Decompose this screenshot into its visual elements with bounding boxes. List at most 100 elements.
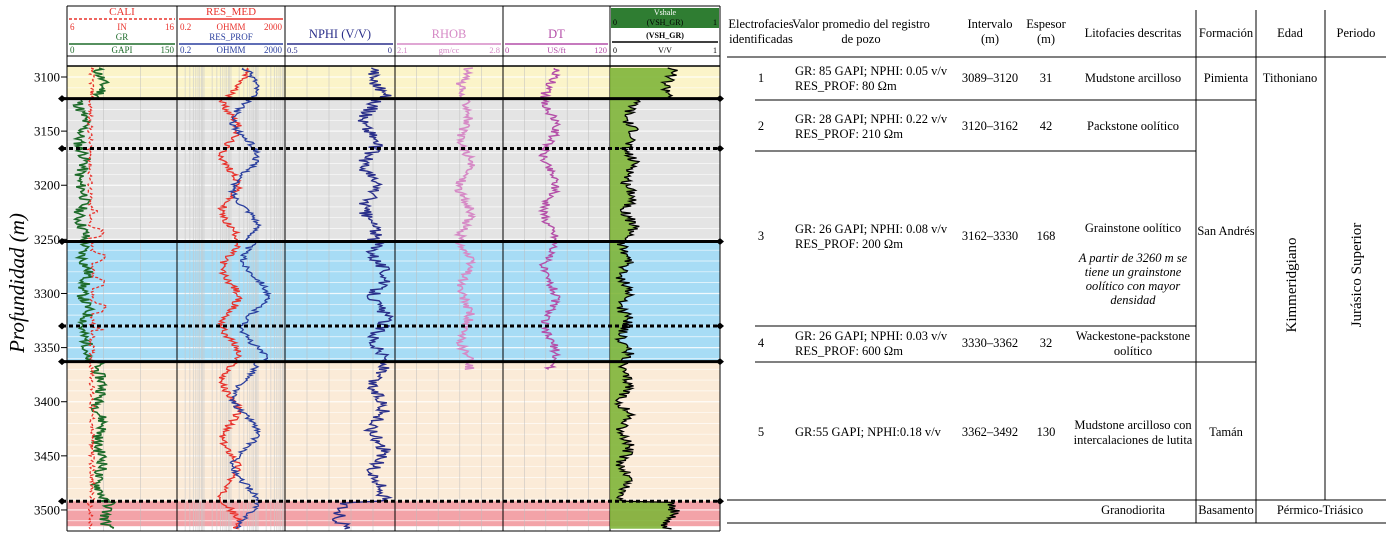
table-row: 5 GR:55 GAPI; NPHI:0.18 v/v 3362–3492 130 Mu… [758,418,1193,447]
header-min: 0 [613,46,617,55]
depth-axis-label: Profundidad (m) [5,213,29,354]
header-curve-name: (VSH_GR) [646,31,684,40]
cell-litofacies: Granodiorita [1101,503,1165,517]
header-line: Intervalo [967,17,1012,31]
cell-espesor: 32 [1040,336,1053,350]
table-row-basement: Granodiorita Basamento Pérmico-Triásico [1101,503,1363,517]
header-min: 0 [70,45,75,55]
cell-valor: GR: 28 GAPI; NPHI: 0.22 v/v [795,112,948,126]
boundary-marker-right [716,238,724,246]
facies-boundaries [58,95,724,505]
cell-intervalo: 3089–3120 [962,71,1018,85]
cell-litofacies: Wackestone-packstone [1076,329,1191,343]
header-max: 2.8 [489,45,500,55]
cell-valor: GR: 26 GAPI; NPHI: 0.08 v/v [795,222,948,236]
header-edad: Edad [1277,26,1303,40]
cell-valor: RES_PROF: 80 Ωm [795,79,897,93]
boundary-marker-right [716,95,724,103]
cell-valor: RES_PROF: 200 Ωm [795,237,903,251]
cell-valor: RES_PROF: 600 Ωm [795,344,903,358]
rhob-curve [453,67,477,370]
depth-tick-label: 3200 [34,178,60,193]
header-min: 0.2 [180,22,191,32]
cell-intervalo: 3162–3330 [962,229,1018,243]
header-unit: US/ft [547,45,566,55]
boundary-marker-left [58,358,66,366]
boundary-marker-right [716,358,724,366]
header-unit: GAPI [111,45,132,55]
cell-edad: Tithoniano [1263,71,1317,85]
res-prof-curve [227,67,272,530]
header-line: Valor promedio del registro [792,17,930,31]
header-max: 120 [594,45,607,55]
header-litofacies: Litofacies descritas [1085,26,1182,40]
header-line: (m) [981,32,999,46]
header-min: 0 [505,45,509,55]
header-unit: (VSH_GR) [647,18,684,27]
cell-periodo: Jurásico Superior [1349,223,1365,328]
cell-litofacies: oolítico [1114,344,1152,358]
depth-tick-label: 3450 [34,448,60,463]
table-header-row: Electrofacies identificadas Valor promedi… [728,17,1375,46]
header-min: 0.5 [287,45,298,55]
header-max: 2000 [264,45,283,55]
header-unit: V/V [658,46,672,55]
cell-edad: Kimmeridgiano [1284,238,1300,333]
cell-litofacies: intercalaciones de lutita [1074,433,1193,447]
cell-litofacies: Mudstone arcilloso [1085,71,1181,85]
cell-formacion: Tamán [1209,425,1244,439]
boundary-marker-right [716,144,724,152]
cell-valor: RES_PROF: 210 Ωm [795,127,903,141]
cell-valor: GR:55 GAPI; NPHI:0.18 v/v [795,425,942,439]
res-med-curve [216,67,251,530]
cell-espesor: 42 [1040,119,1053,133]
header-max: 150 [161,45,175,55]
boundary-marker-right [716,322,724,330]
cell-espesor: 168 [1037,229,1056,243]
header-curve-name: RES_MED [206,6,256,18]
header-unit: gm/cc [439,45,460,55]
cell-espesor: 130 [1037,425,1056,439]
depth-tick-label: 3350 [34,340,60,355]
cell-facies: 1 [758,71,764,85]
header-curve-name: RHOB [432,27,467,41]
cell-litofacies: Mudstone arcilloso con [1074,418,1192,432]
depth-tick-label: 3100 [34,70,60,85]
header-min: 2.1 [397,45,408,55]
header-max: 1 [713,46,717,55]
cell-intervalo: 3120–3162 [962,119,1018,133]
cell-litofacies: Grainstone oolítico [1085,221,1181,235]
boundary-marker-left [58,95,66,103]
header-line: Electrofacies [728,17,793,31]
header-valor-promedio: Valor promedio del registro de pozo [792,17,930,46]
cell-espesor: 31 [1040,71,1053,85]
header-line: Espesor [1026,17,1066,31]
dt-curve [537,68,562,370]
header-max: 2000 [264,22,283,32]
depth-tick-label: 3250 [34,232,60,247]
header-curve-name: GR [116,32,129,42]
depth-tick-label: 3500 [34,502,60,517]
gr-curve [72,67,117,530]
header-min: 0 [613,18,617,27]
track-headers: CALI 6 IN 16 GR 0 GAPI 150 RES_MED 0.2 OHMM 2000 RES… [69,6,719,55]
cell-note: tiene un grainstone [1085,265,1182,279]
cell-formacion: Pimienta [1204,71,1249,85]
header-electrofacies: Electrofacies identificadas [728,17,793,46]
vsh-gr-curve [613,67,680,530]
header-max: 16 [165,22,175,32]
cell-facies: 5 [758,425,764,439]
cell-facies: 3 [758,229,764,243]
header-curve-name: CALI [109,6,135,18]
cell-valor: GR: 85 GAPI; NPHI: 0.05 v/v [795,64,948,78]
depth-tick-label: 3150 [34,124,60,139]
header-unit: IN [117,22,127,32]
cell-facies: 2 [758,119,764,133]
cell-note: densidad [1110,293,1156,307]
header-min: 0.2 [180,45,191,55]
header-espesor: Espesor (m) [1026,17,1066,46]
